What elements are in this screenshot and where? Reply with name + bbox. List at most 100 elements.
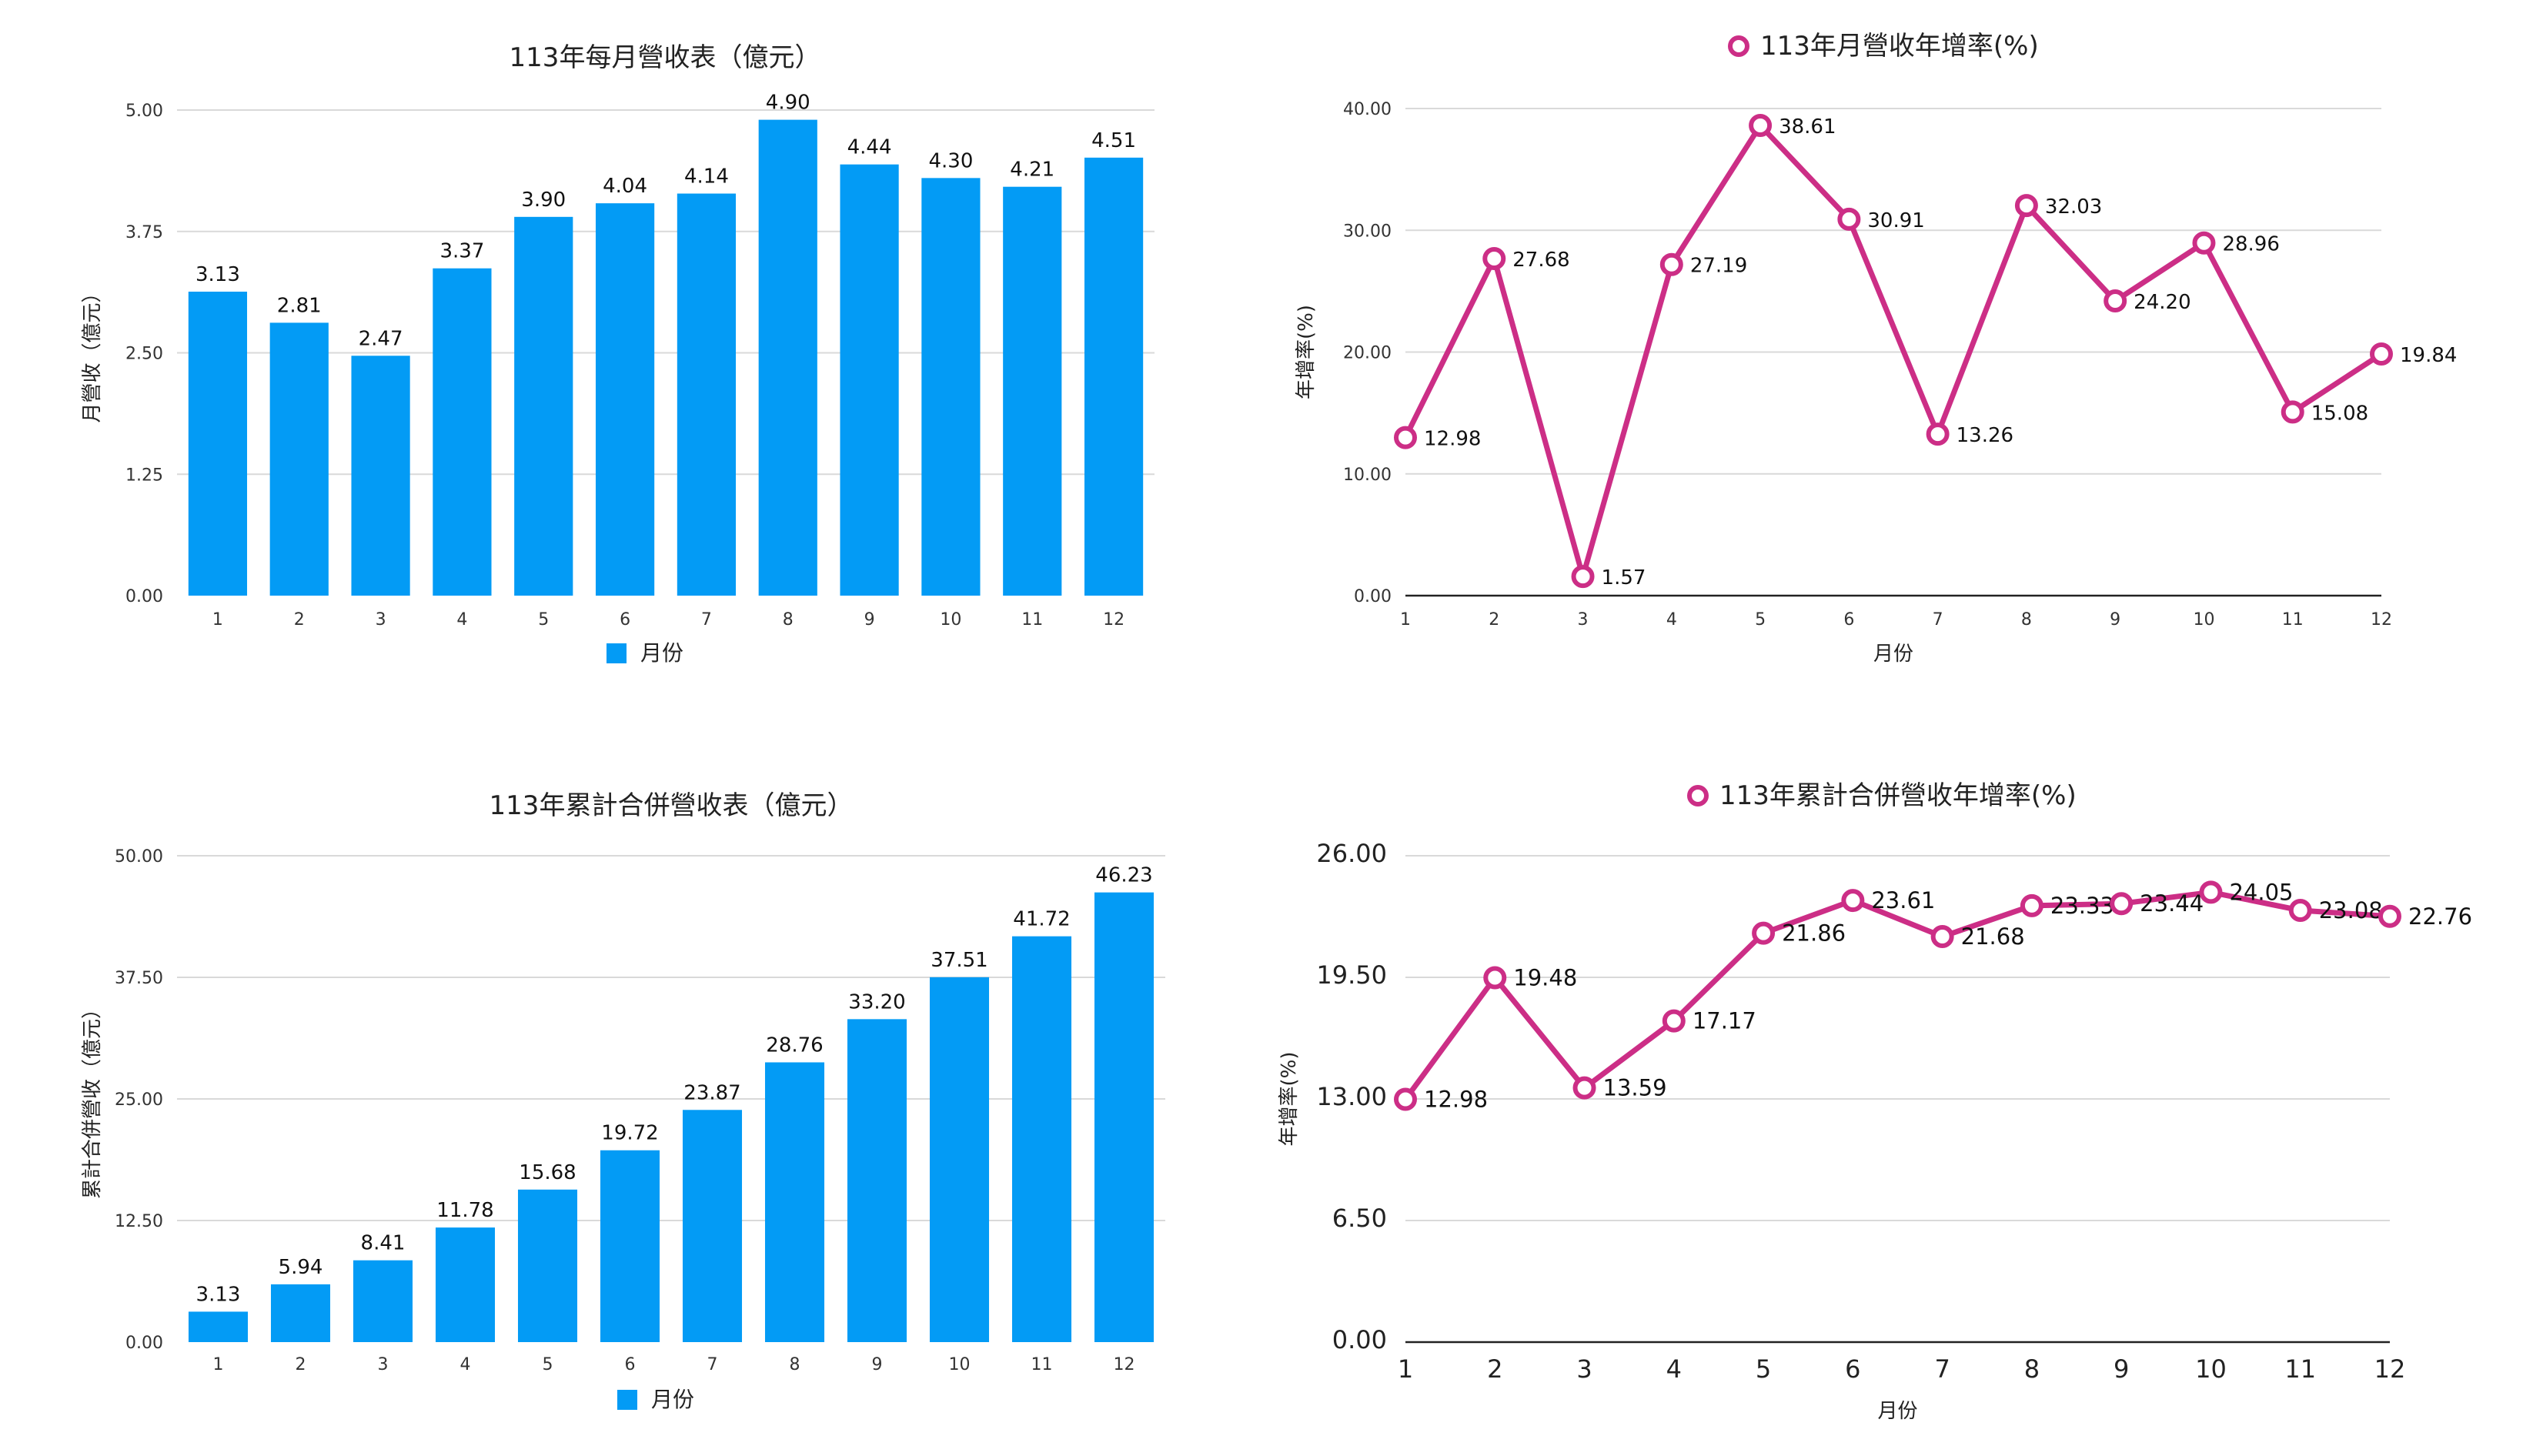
bar <box>847 1019 907 1342</box>
data-value-label: 21.68 <box>1961 923 2025 950</box>
x-tick-label: 7 <box>1934 1354 1950 1384</box>
data-value-label: 24.20 <box>2134 291 2190 314</box>
x-tick-label: 1 <box>212 610 223 629</box>
y-tick-label: 20.00 <box>1343 344 1392 363</box>
bar <box>682 1110 743 1342</box>
x-tick-label: 2 <box>1487 1354 1502 1384</box>
bar-value-label: 3.90 <box>521 189 566 212</box>
series-line <box>1402 121 2384 587</box>
data-point <box>1752 921 1776 945</box>
x-tick-label: 7 <box>1933 610 1943 629</box>
x-tick-label: 12 <box>1114 1355 1135 1374</box>
bar-value-label: 5.94 <box>279 1256 323 1279</box>
data-point <box>1749 113 1773 137</box>
x-tick-label: 3 <box>378 1355 389 1374</box>
x-tick-label: 6 <box>620 610 630 629</box>
x-tick-label: 12 <box>1103 610 1124 629</box>
bar <box>764 1062 825 1342</box>
y-tick-label: 0.00 <box>1354 587 1392 606</box>
data-value-label: 21.86 <box>1782 920 1846 947</box>
bar-value-label: 23.87 <box>683 1081 740 1104</box>
y-tick-label: 37.50 <box>115 969 163 988</box>
bar <box>433 268 492 596</box>
legend-label: 月份 <box>651 1387 694 1412</box>
legend-label: 月份 <box>640 640 683 666</box>
x-tick-label: 5 <box>538 610 549 629</box>
chart-title: 113年每月營收表（億元） <box>510 42 821 73</box>
x-axis-label: 月份 <box>1877 1400 1917 1423</box>
bar <box>514 216 573 596</box>
data-point <box>1483 966 1507 990</box>
x-tick-label: 9 <box>2114 1354 2129 1384</box>
bar <box>1011 936 1072 1342</box>
data-value-label: 23.08 <box>2319 897 2383 923</box>
data-point <box>1394 1087 1417 1111</box>
y-axis-label: 月營收（億元） <box>81 282 104 422</box>
bar-value-label: 41.72 <box>1013 908 1070 931</box>
legend-marker <box>1728 35 1749 57</box>
data-value-label: 22.76 <box>2408 903 2472 930</box>
data-point <box>1926 422 1950 446</box>
x-tick-label: 7 <box>701 610 712 629</box>
bar-value-label: 15.68 <box>519 1161 576 1184</box>
data-point <box>2014 194 2038 218</box>
data-point <box>2378 904 2401 928</box>
bar-value-label: 2.47 <box>359 327 403 350</box>
x-tick-label: 8 <box>2024 1354 2040 1384</box>
bar <box>595 203 655 596</box>
x-tick-label: 3 <box>1578 610 1589 629</box>
cumulative-yoy-line-chart: 113年累計合併營收年增率(%) 年增率(%) 0.00 6.50 13.00 19.50… <box>1278 780 2472 1423</box>
bar-value-label: 4.90 <box>766 92 810 115</box>
data-point <box>1394 426 1417 449</box>
data-point <box>1571 565 1595 589</box>
y-axis-label: 年增率(%) <box>1278 1052 1301 1147</box>
data-point <box>1482 246 1506 270</box>
y-tick-label: 3.75 <box>125 223 163 242</box>
bar <box>188 1311 249 1342</box>
y-tick-label: 40.00 <box>1343 100 1392 119</box>
x-tick-label: 5 <box>543 1355 553 1374</box>
data-point <box>1837 207 1861 231</box>
data-value-label: 12.98 <box>1424 428 1481 451</box>
x-tick-label: 6 <box>625 1355 636 1374</box>
data-value-label: 23.61 <box>1871 887 1935 913</box>
y-tick-label: 0.00 <box>125 587 163 606</box>
data-point <box>1659 252 1683 276</box>
data-point <box>2192 231 2216 255</box>
x-tick-label: 7 <box>707 1355 718 1374</box>
x-tick-label: 1 <box>1398 1354 1413 1384</box>
bar <box>758 119 817 596</box>
bar-value-label: 28.76 <box>766 1034 823 1057</box>
x-tick-label: 11 <box>1021 610 1043 629</box>
y-tick-label: 2.50 <box>125 345 163 364</box>
data-point <box>2288 898 2312 922</box>
y-tick-label: 50.00 <box>115 847 163 867</box>
y-tick-label: 0.00 <box>125 1334 163 1353</box>
data-value-label: 28.96 <box>2222 233 2279 256</box>
data-value-label: 24.05 <box>2229 879 2293 905</box>
monthly-revenue-bar-chart: 113年每月營收表（億元） 月營收（億元） 0.00 1.25 2.50 3.75 5.00… <box>81 42 1155 666</box>
bar-value-label: 2.81 <box>277 294 322 317</box>
data-point <box>2281 400 2304 424</box>
chart-title: 113年累計合併營收表（億元） <box>490 790 854 821</box>
data-value-label: 38.61 <box>1779 115 1836 139</box>
x-tick-label: 2 <box>296 1355 306 1374</box>
bar <box>435 1227 496 1342</box>
x-tick-label: 5 <box>1756 1354 1771 1384</box>
data-value-label: 27.19 <box>1690 255 1747 278</box>
x-tick-label: 9 <box>864 610 875 629</box>
bar <box>1084 157 1144 596</box>
bar-value-label: 11.78 <box>436 1199 493 1222</box>
data-value-label: 19.48 <box>1513 964 1577 990</box>
x-tick-label: 10 <box>949 1355 971 1374</box>
y-axis-label: 年增率(%) <box>1295 305 1318 399</box>
data-value-label: 1.57 <box>1602 566 1646 589</box>
x-tick-label: 11 <box>2282 610 2304 629</box>
data-value-label: 17.17 <box>1693 1008 1756 1034</box>
data-value-label: 30.91 <box>1867 209 1924 232</box>
bar-value-label: 3.13 <box>195 263 240 286</box>
data-value-label: 23.33 <box>2050 893 2114 919</box>
y-tick-label: 12.50 <box>115 1212 163 1231</box>
bar <box>1094 892 1155 1342</box>
